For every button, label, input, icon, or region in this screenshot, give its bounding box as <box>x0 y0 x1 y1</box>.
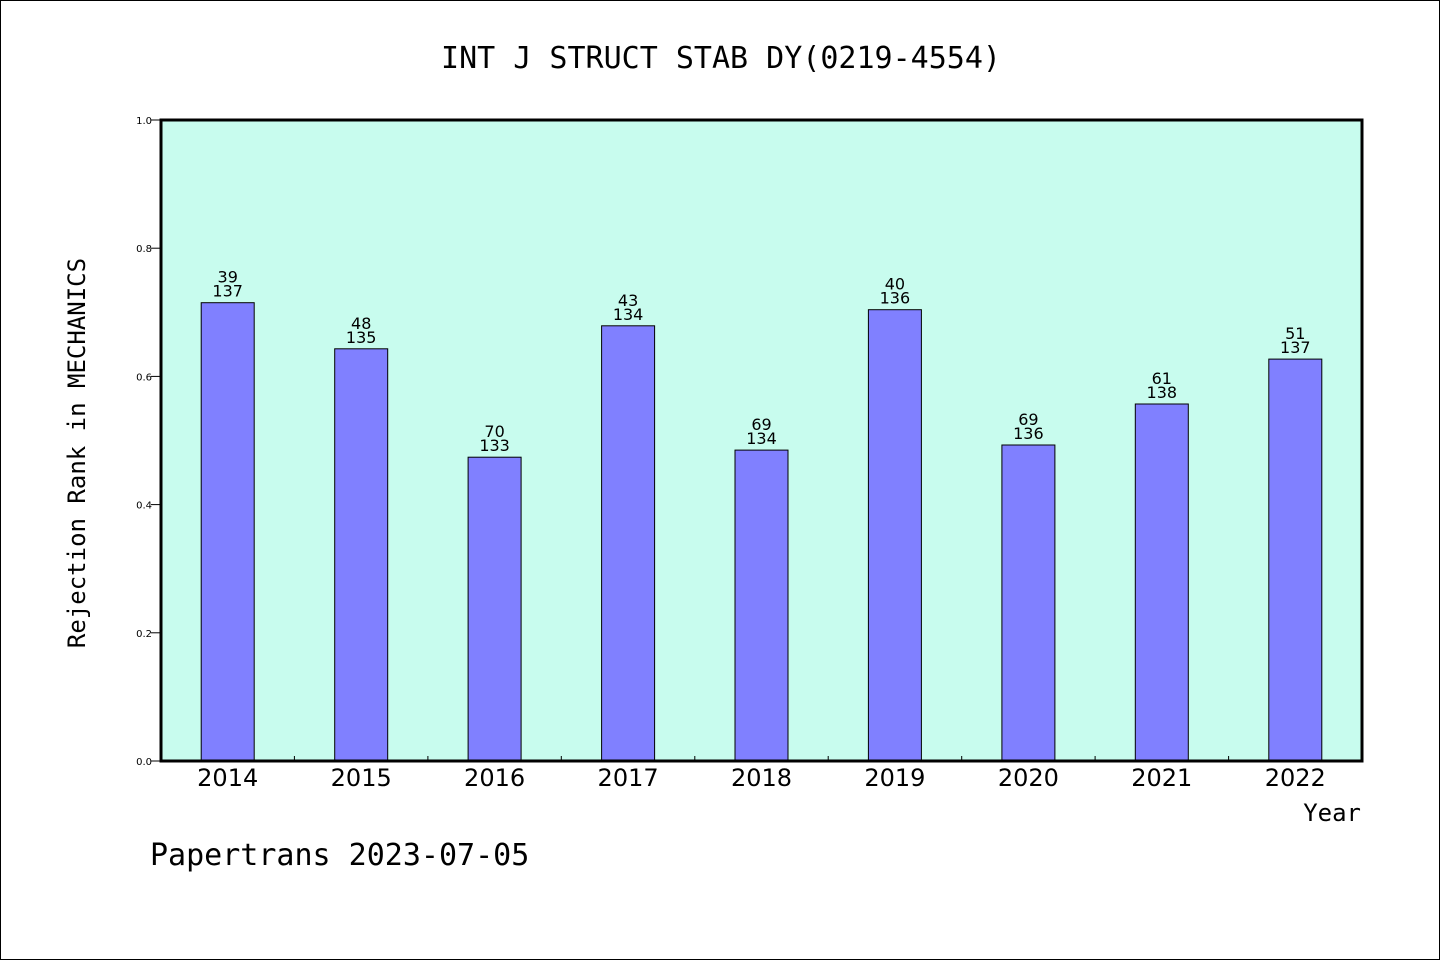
bar-2019 <box>867 309 922 762</box>
x-tick-label-2016: 2016 <box>464 764 525 792</box>
bar-2015 <box>334 348 389 762</box>
chart-title: INT J STRUCT STAB DY(0219-4554) <box>441 41 1001 76</box>
bar-label-rank-2019: 40 <box>885 275 905 294</box>
footer-credit: Papertrans 2023-07-05 <box>150 838 529 873</box>
bar-label-rank-2022: 51 <box>1285 324 1305 343</box>
bar-label-rank-2018: 69 <box>751 415 771 434</box>
x-axis: 2014 2015 2016 2017 2018 2019 2020 2021 2022 <box>197 756 1326 792</box>
bar-2021 <box>1134 403 1189 762</box>
bar-label-rank-2014: 39 <box>218 268 238 287</box>
bar-label-total-2020: 136 <box>1013 424 1044 443</box>
bars-group <box>200 302 1323 762</box>
x-axis-label: Year <box>1303 799 1361 827</box>
bar-2022 <box>1268 358 1323 762</box>
bar-2014 <box>200 302 255 762</box>
bar-label-total-2016: 133 <box>479 436 510 455</box>
bar-label-total-2014: 137 <box>212 282 243 301</box>
bar-labels-group: 3913748135701334313469134401366913661138… <box>212 268 1310 456</box>
y-axis: 0.0 0.2 0.4 0.6 0.8 1.0 <box>136 116 161 768</box>
bar-label-rank-2015: 48 <box>351 314 371 333</box>
bar-label-rank-2016: 70 <box>484 422 504 441</box>
x-tick-label-2017: 2017 <box>598 764 659 792</box>
y-tick-label-0.2: 0.2 <box>136 629 152 640</box>
bar-label-total-2022: 137 <box>1280 338 1311 357</box>
bar-label-rank-2021: 61 <box>1152 369 1172 388</box>
x-tick-label-2018: 2018 <box>731 764 792 792</box>
bar-label-total-2019: 136 <box>880 289 911 308</box>
x-tick-label-2020: 2020 <box>998 764 1059 792</box>
bar-2016 <box>467 456 522 762</box>
bar-label-total-2017: 134 <box>613 305 644 324</box>
bar-2017 <box>601 325 656 762</box>
y-axis-label: Rejection Rank in MECHANICS <box>63 258 91 648</box>
y-tick-label-0.8: 0.8 <box>136 244 152 255</box>
x-tick-label-2014: 2014 <box>197 764 258 792</box>
y-tick-label-1.0: 1.0 <box>136 116 152 127</box>
bar-label-total-2015: 135 <box>346 328 377 347</box>
x-tick-label-2021: 2021 <box>1131 764 1192 792</box>
x-tick-label-2019: 2019 <box>864 764 925 792</box>
plot-frame <box>159 118 1364 763</box>
bar-2018 <box>734 449 789 762</box>
bar-label-rank-2020: 69 <box>1018 410 1038 429</box>
y-tick-label-0.6: 0.6 <box>136 372 152 383</box>
x-tick-label-2015: 2015 <box>331 764 392 792</box>
bar-label-total-2018: 134 <box>746 429 777 448</box>
bar-label-total-2021: 138 <box>1147 383 1178 402</box>
x-tick-label-2022: 2022 <box>1265 764 1326 792</box>
y-tick-label-0.0: 0.0 <box>136 757 152 768</box>
y-tick-label-0.4: 0.4 <box>136 501 152 512</box>
bar-label-rank-2017: 43 <box>618 291 638 310</box>
bar-2020 <box>1001 444 1056 762</box>
